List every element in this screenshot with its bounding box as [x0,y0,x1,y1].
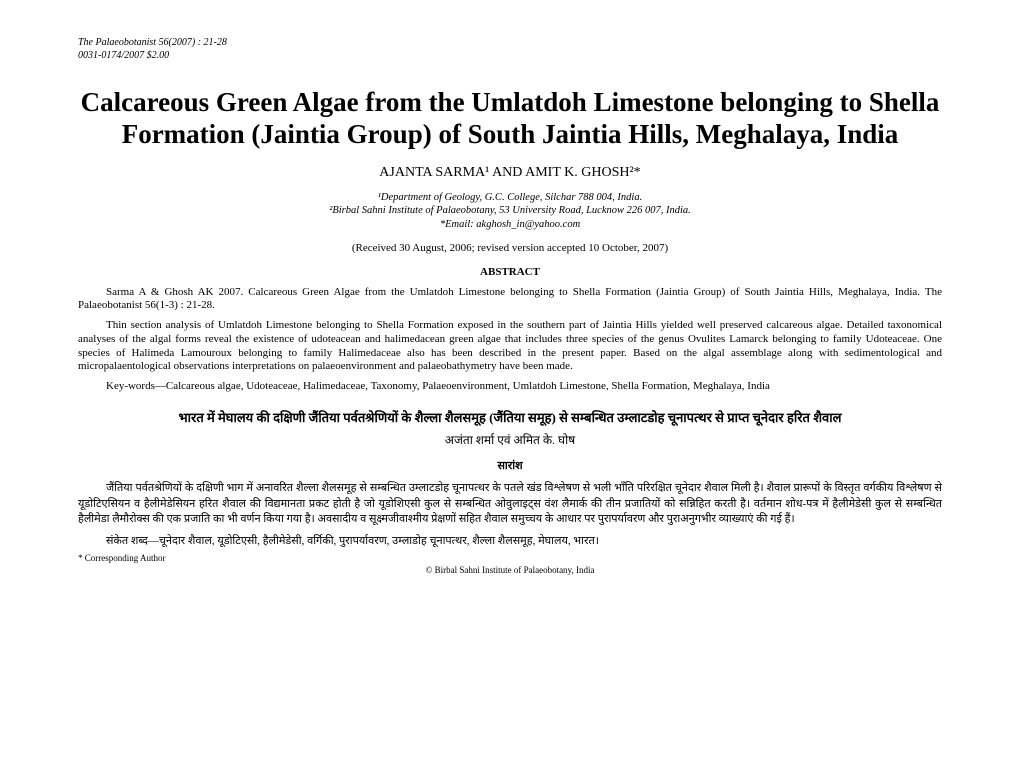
keywords: Key-words—Calcareous algae, Udoteaceae, … [78,380,942,394]
affiliation-1: ¹Department of Geology, G.C. College, Si… [78,191,942,205]
journal-line: The Palaeobotanist 56(2007) : 21-28 [78,36,942,49]
hindi-authors: अजंता शर्मा एवं अमित के. घोष [78,431,942,448]
article-authors: AJANTA SARMA¹ AND AMIT K. GHOSH²* [78,165,942,181]
abstract-body: Thin section analysis of Umlatdoh Limest… [78,319,942,374]
hindi-keywords: संकेत शब्द—चूनेदार शैवाल, यूडोटिएसी, हैल… [78,534,942,549]
abstract-citation: Sarma A & Ghosh AK 2007. Calcareous Gree… [78,286,942,314]
hindi-abstract-body: जैंतिया पर्वतश्रेणियों के दक्षिणी भाग मे… [78,481,942,527]
issn-line: 0031-0174/2007 $2.00 [78,49,942,62]
copyright: © Birbal Sahni Institute of Palaeobotany… [78,565,942,575]
affiliation-email: *Email: akghosh_in@yahoo.com [78,218,942,232]
received-date: (Received 30 August, 2006; revised versi… [78,242,942,254]
hindi-abstract-heading: सारांश [78,458,942,473]
corresponding-author: * Corresponding Author [78,553,942,563]
article-title: Calcareous Green Algae from the Umlatdoh… [78,86,942,151]
hindi-title: भारत में मेघालय की दक्षिणी जैंतिया पर्वत… [78,408,942,428]
affiliations: ¹Department of Geology, G.C. College, Si… [78,191,942,232]
journal-header: The Palaeobotanist 56(2007) : 21-28 0031… [78,36,942,62]
affiliation-2: ²Birbal Sahni Institute of Palaeobotany,… [78,204,942,218]
abstract-heading: ABSTRACT [78,266,942,278]
